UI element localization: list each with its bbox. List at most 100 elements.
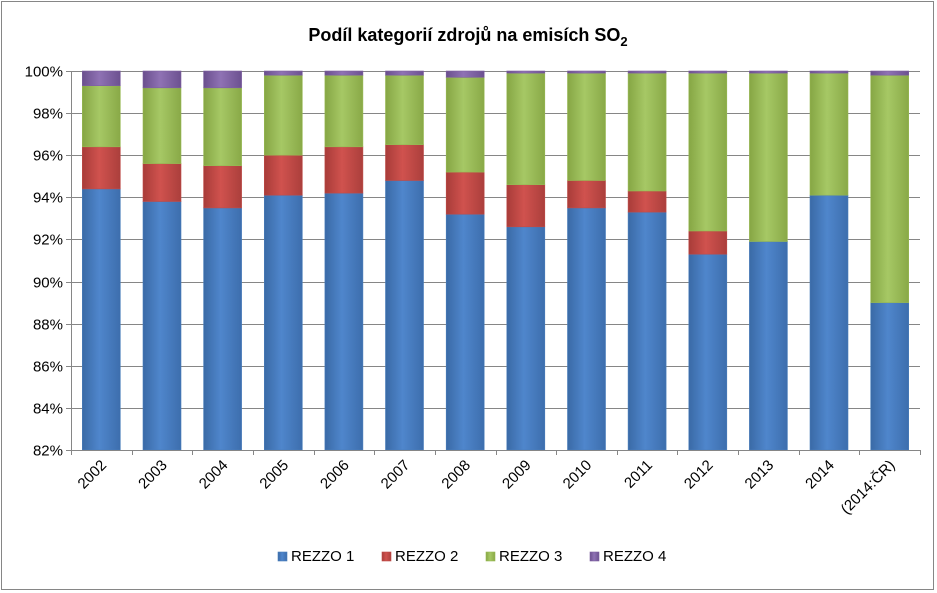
bar-segment — [324, 146, 364, 194]
bar-segment — [263, 74, 303, 156]
bar-segment — [445, 213, 485, 451]
x-tick-label: 2002 — [75, 457, 111, 493]
bar-stack — [870, 70, 910, 451]
bar-segment — [324, 74, 364, 148]
bar-segment — [506, 72, 546, 185]
y-tick-label: 92% — [33, 232, 63, 249]
x-tick-label: 2014 — [802, 457, 838, 493]
bar-segment — [263, 154, 303, 196]
bar-segment — [324, 192, 364, 451]
x-tick-label: 2010 — [560, 457, 596, 493]
y-tick-label: 94% — [33, 190, 63, 207]
bars — [82, 70, 910, 451]
bar-stack — [688, 70, 728, 451]
bar-segment — [627, 70, 667, 74]
bar-segment — [749, 70, 788, 74]
x-tick-label: 2009 — [499, 457, 535, 493]
bar-segment — [203, 87, 242, 167]
bar-segment — [142, 163, 182, 202]
bar-segment — [567, 70, 606, 74]
bar-segment — [870, 70, 910, 76]
legend-item: REZZO 3 — [485, 548, 562, 565]
legend-item: REZZO 1 — [277, 548, 354, 565]
gridlines — [71, 71, 920, 451]
x-tick-label: 2011 — [621, 457, 656, 492]
bar-segment — [809, 194, 849, 451]
bar-segment — [203, 165, 242, 209]
bar-segment — [82, 85, 121, 148]
y-tick-label: 100% — [25, 64, 63, 81]
x-axis: 2002 2003 2004 2005 2006 2007 2008 2009 2010 2011… — [71, 450, 921, 518]
bar-segment — [567, 207, 606, 451]
bar-segment — [567, 180, 606, 209]
bar-segment — [688, 72, 728, 232]
legend-label: REZZO 2 — [395, 548, 458, 565]
bar-segment — [82, 188, 121, 451]
bar-segment — [749, 241, 788, 451]
x-tick-label: 2004 — [196, 457, 232, 493]
bar-segment — [324, 70, 364, 76]
x-tick-label: 2008 — [438, 457, 474, 493]
bar-segment — [506, 184, 546, 228]
y-tick-label: 82% — [33, 443, 63, 460]
bar-stack — [203, 70, 242, 451]
y-tick-label: 90% — [33, 275, 63, 292]
legend-item: REZZO 2 — [381, 548, 458, 565]
bar-segment — [506, 226, 546, 451]
bar-segment — [809, 70, 849, 74]
bar-segment — [203, 70, 242, 89]
y-tick-label: 86% — [33, 359, 63, 376]
bar-segment — [445, 171, 485, 215]
bar-segment — [627, 211, 667, 451]
bar-segment — [82, 146, 121, 190]
bar-segment — [749, 72, 788, 242]
bar-segment — [870, 74, 910, 303]
bar-segment — [870, 302, 910, 451]
bar-segment — [627, 72, 667, 192]
bar-segment — [385, 74, 424, 145]
chart-title-subscript: 2 — [620, 34, 627, 49]
bar-segment — [385, 70, 424, 76]
bar-stack — [263, 70, 303, 451]
bar-stack — [809, 70, 849, 451]
bar-segment — [567, 72, 606, 181]
bar-segment — [142, 87, 182, 164]
bar-segment — [809, 72, 849, 196]
legend-swatch — [589, 551, 600, 562]
bar-segment — [82, 70, 121, 86]
chart-title: Podíl kategorií zdrojů na emisích SO2 — [308, 25, 627, 49]
y-tick-label: 88% — [33, 317, 63, 334]
bar-segment — [445, 77, 485, 173]
bar-stack — [385, 70, 424, 451]
bar-segment — [445, 70, 485, 78]
bar-stack — [324, 70, 364, 451]
x-tick-label: 2012 — [681, 457, 717, 493]
legend-swatch — [381, 551, 392, 562]
y-tick-label: 96% — [33, 148, 63, 165]
bar-stack — [627, 70, 667, 451]
bar-segment — [203, 207, 242, 451]
legend-label: REZZO 4 — [603, 548, 666, 565]
bar-segment — [263, 70, 303, 76]
y-tick-label: 84% — [33, 401, 63, 418]
bar-stack — [567, 70, 606, 451]
x-tick-label: 2006 — [317, 457, 353, 493]
bar-segment — [385, 144, 424, 181]
bar-segment — [688, 70, 728, 74]
bar-stack — [506, 70, 546, 451]
bar-segment — [385, 180, 424, 451]
bar-segment — [627, 190, 667, 213]
x-tick-label: 2007 — [378, 457, 414, 493]
legend-item: REZZO 4 — [589, 548, 666, 565]
bar-segment — [688, 253, 728, 451]
bar-stack — [82, 70, 121, 451]
chart-title-main: Podíl kategorií zdrojů na emisích SO — [308, 25, 620, 45]
legend-swatch — [485, 551, 496, 562]
x-tick-label: 2005 — [256, 457, 292, 493]
bar-stack — [142, 70, 182, 451]
legend-label: REZZO 3 — [499, 548, 562, 565]
bar-segment — [506, 70, 546, 74]
x-tick-label: 2003 — [135, 457, 171, 493]
bar-stack — [749, 70, 788, 451]
